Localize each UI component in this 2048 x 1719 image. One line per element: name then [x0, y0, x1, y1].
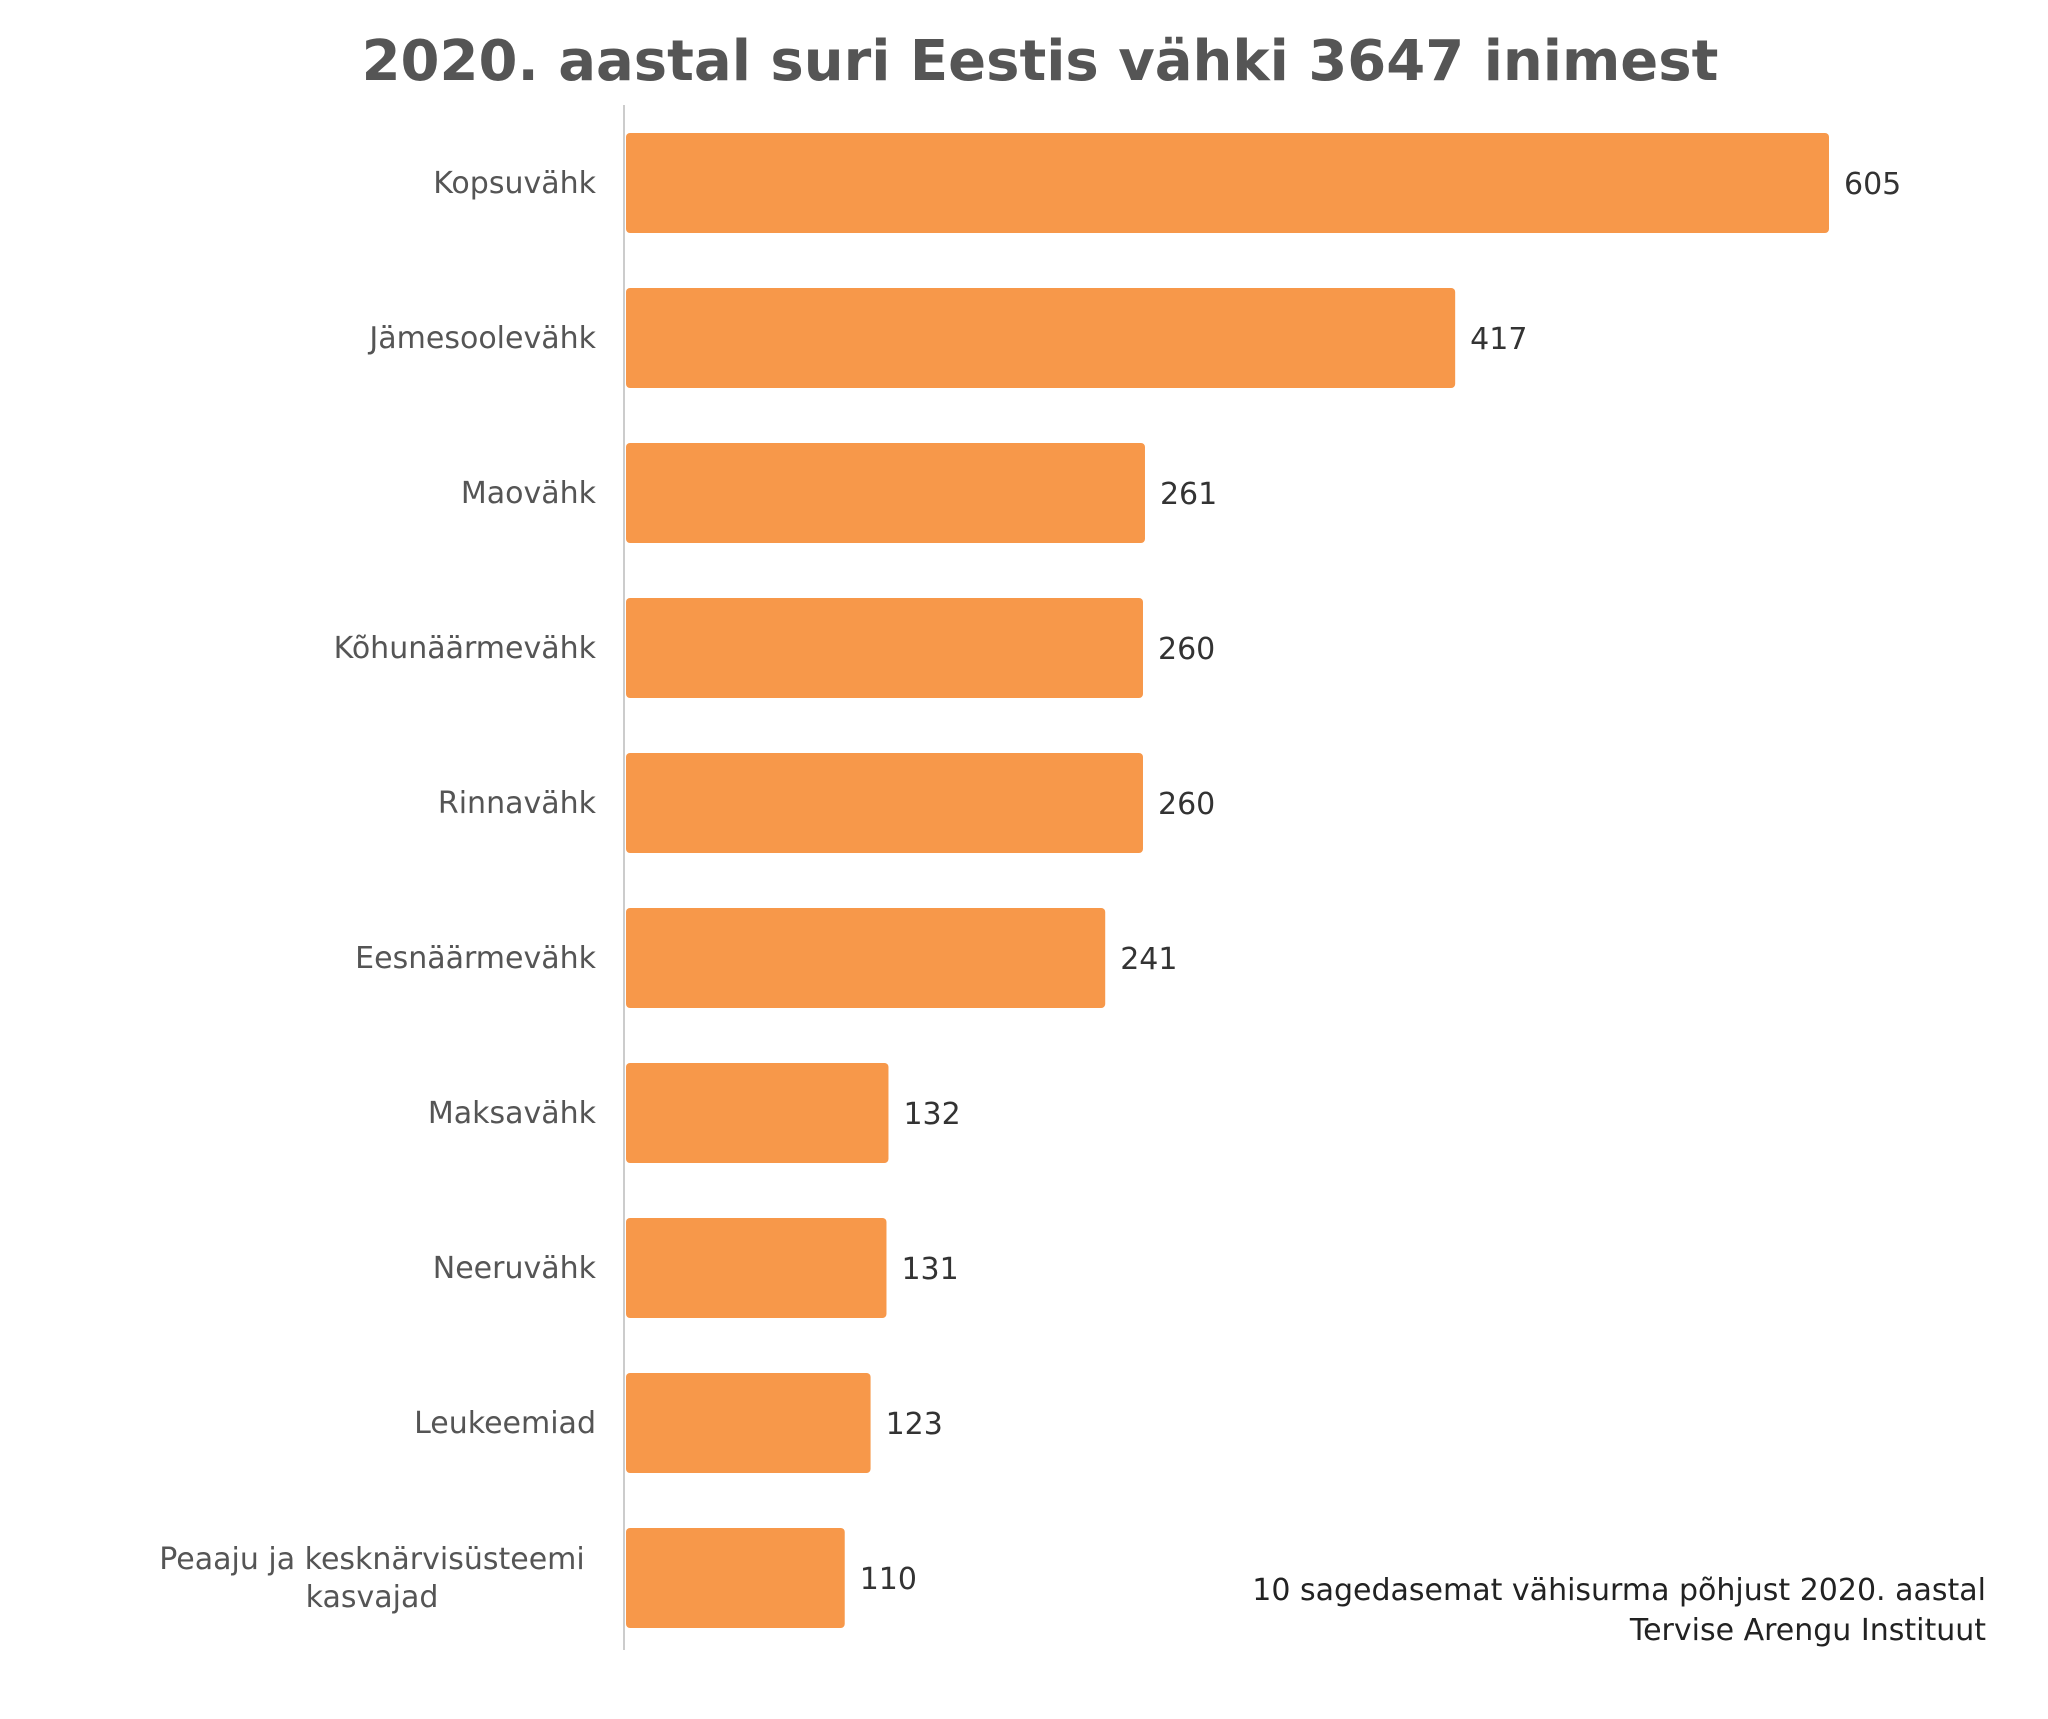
value-label-3: 261 — [1160, 477, 1217, 512]
source-note: 10 sagedasemat vähisurma põhjust 2020. a… — [1252, 1573, 1986, 1648]
value-label-1: 605 — [1844, 167, 1901, 202]
bar-6 — [626, 908, 1106, 1008]
bars-group: 605 Kopsuvähk 417 Jämesoolevähk 261 Maovähk 26… — [159, 133, 1901, 1628]
category-label-4: Kõhunäärmevähk — [334, 631, 597, 666]
category-label-8: Neeruvähk — [433, 1251, 597, 1286]
bar-3 — [626, 443, 1145, 543]
source-line-2: Tervise Arengu Instituut — [1629, 1613, 1986, 1648]
bar-4 — [626, 598, 1143, 698]
value-label-2: 417 — [1470, 322, 1527, 357]
bar-9 — [626, 1373, 871, 1473]
category-label-5: Rinnavähk — [438, 786, 597, 821]
bar-5 — [626, 753, 1143, 853]
value-label-8: 131 — [901, 1252, 958, 1287]
value-label-6: 241 — [1120, 942, 1177, 977]
category-label-9: Leukeemiad — [414, 1406, 596, 1441]
chart-title: 2020. aastal suri Eestis vähki 3647 inim… — [362, 29, 1719, 94]
value-label-4: 260 — [1158, 632, 1215, 667]
category-label-7: Maksavähk — [428, 1096, 597, 1131]
bar-2 — [626, 288, 1456, 388]
value-label-10: 110 — [860, 1562, 917, 1597]
value-label-7: 132 — [903, 1097, 960, 1132]
bar-8 — [626, 1218, 887, 1318]
bar-1 — [626, 133, 1829, 233]
category-label-3: Maovähk — [461, 476, 597, 511]
category-label-2: Jämesoolevähk — [367, 321, 596, 356]
category-label-6: Eesnäärmevähk — [355, 941, 596, 976]
bar-10 — [626, 1528, 845, 1628]
source-line-1: 10 sagedasemat vähisurma põhjust 2020. a… — [1252, 1573, 1986, 1608]
bar-7 — [626, 1063, 889, 1163]
value-label-5: 260 — [1158, 787, 1215, 822]
value-label-9: 123 — [886, 1407, 943, 1442]
category-label-1: Kopsuvähk — [433, 166, 596, 201]
category-label-10: Peaaju ja kesknärvisüsteemi kasvajad — [159, 1542, 584, 1615]
